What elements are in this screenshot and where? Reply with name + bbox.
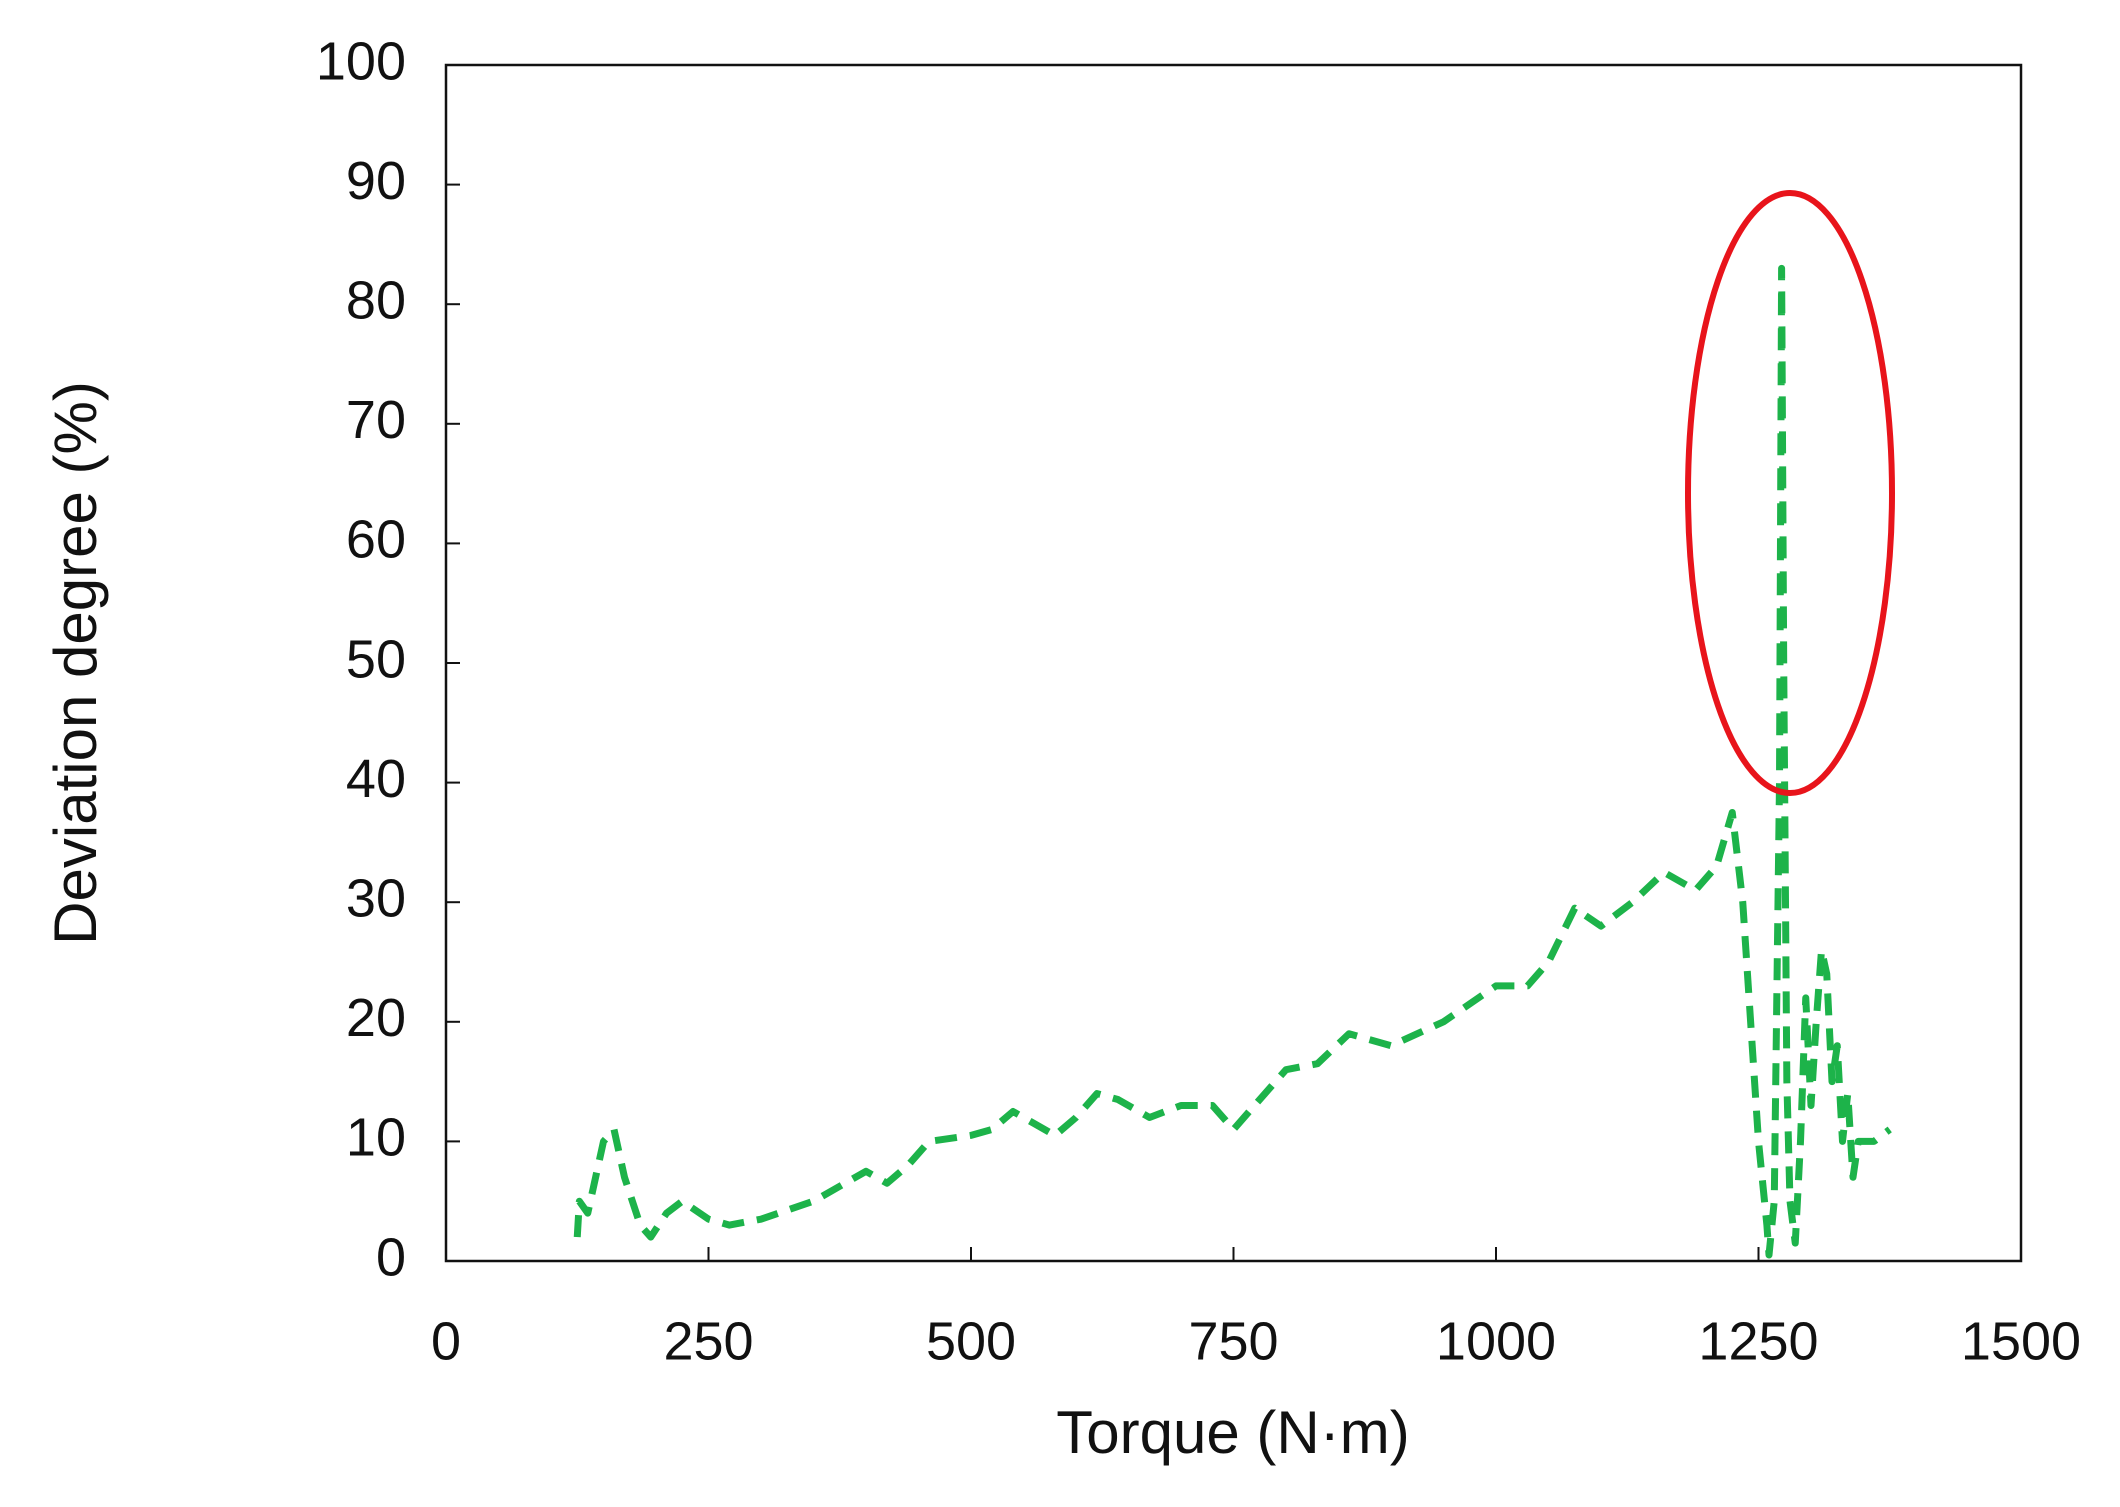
y-tick-label: 100 (316, 31, 406, 91)
data-line (573, 264, 1892, 1259)
y-tick-label: 60 (346, 510, 406, 570)
y-tick-label: 20 (346, 988, 406, 1048)
x-axis-title: Torque (N·m) (1056, 1399, 1409, 1466)
highlight-ellipse (1685, 190, 1895, 796)
x-tick-label: 250 (663, 1311, 753, 1371)
x-tick-label: 1250 (1698, 1311, 1818, 1371)
y-tick-label: 0 (376, 1227, 406, 1287)
y-tick-label: 70 (346, 390, 406, 450)
y-tick-label: 80 (346, 270, 406, 330)
y-tick-label: 10 (346, 1108, 406, 1168)
x-tick-label: 750 (1188, 1311, 1278, 1371)
plot-frame (444, 63, 2023, 1263)
x-tick-label: 0 (431, 1311, 461, 1371)
y-tick-label: 30 (346, 868, 406, 928)
y-axis-title: Deviation degree (%) (42, 381, 109, 945)
x-tick-label: 1000 (1436, 1311, 1556, 1371)
x-tick-label: 500 (926, 1311, 1016, 1371)
y-tick-label: 40 (346, 749, 406, 809)
y-tick-label: 90 (346, 151, 406, 211)
y-tick-label: 50 (346, 629, 406, 689)
x-tick-label: 1500 (1961, 1311, 2081, 1371)
